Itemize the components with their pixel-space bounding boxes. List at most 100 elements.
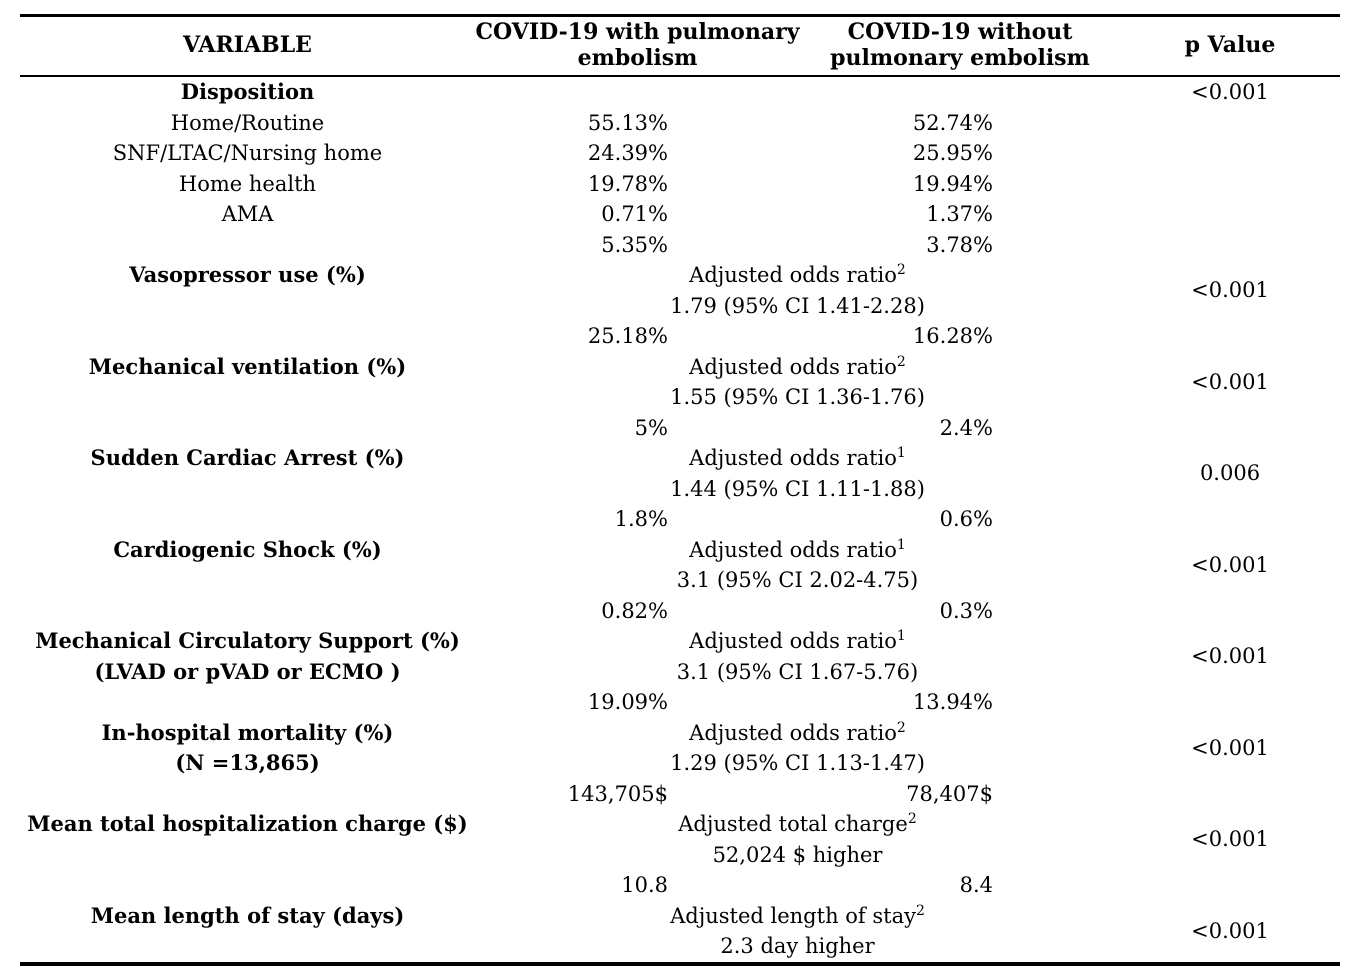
p-value-cell xyxy=(1120,169,1340,200)
value-without-pe-cell: 78,407$ xyxy=(906,781,993,806)
footnote-superscript: 1 xyxy=(896,536,906,553)
table-row: 5.35% 3.78% xyxy=(20,230,1340,261)
table-row: Vasopressor use (%) Adjusted odds ratio2 <… xyxy=(20,260,1340,302)
variable-label: Vasopressor use (%) xyxy=(129,262,366,287)
variable-cell: Cardiogenic Shock (%) xyxy=(20,535,475,596)
value-with-pe-cell: 19.78% xyxy=(587,171,668,196)
value-without-pe-cell: 19.94% xyxy=(912,171,993,196)
value-with-pe-cell xyxy=(475,76,800,108)
p-value-cell xyxy=(1120,199,1340,230)
header-line: pulmonary embolism xyxy=(830,45,1090,71)
adjusted-estimate-label: Adjusted length of stay xyxy=(670,903,916,928)
adjusted-estimate-cell: Adjusted odds ratio1 xyxy=(475,626,1120,657)
variable-cell: Mechanical ventilation (%) xyxy=(20,352,475,413)
footnote-superscript: 1 xyxy=(896,628,906,644)
value-with-pe-cell: 25.18% xyxy=(587,324,668,348)
table-row: AMA 0.71% 1.37% xyxy=(20,199,1340,230)
value-with-pe-cell: 0.71% xyxy=(601,202,668,226)
adjusted-ci-cell: 1.29 (95% CI 1.13-1.47) xyxy=(670,751,925,775)
table-row: 1.44 (95% CI 1.11-1.88) xyxy=(20,474,1340,505)
table-row: 25.18% 16.28% xyxy=(20,321,1340,352)
table-row: Mean length of stay (days) Adjusted lengt… xyxy=(20,901,1340,943)
value-without-pe-cell: 0.6% xyxy=(939,507,993,531)
adjusted-ci-cell: 1.44 (95% CI 1.11-1.88) xyxy=(670,476,925,501)
table-row: 1.29 (95% CI 1.13-1.47) xyxy=(20,748,1340,779)
column-header-without-pe: COVID-19 without pulmonary embolism xyxy=(800,15,1120,77)
value-without-pe-cell: 25.95% xyxy=(912,141,993,165)
table-row: 5% 2.4% xyxy=(20,413,1340,444)
variable-cell xyxy=(20,230,475,261)
variable-cell: Mechanical Circulatory Support (%) (LVAD … xyxy=(20,626,475,687)
variable-cell: Home/Routine xyxy=(170,110,325,135)
value-without-pe-cell: 52.74% xyxy=(912,110,993,135)
adjusted-estimate-cell: Adjusted odds ratio1 xyxy=(475,443,1120,474)
value-without-pe-cell: 0.3% xyxy=(939,598,993,623)
value-with-pe-cell: 143,705$ xyxy=(567,781,668,806)
value-with-pe-cell: 10.8 xyxy=(621,873,668,897)
value-with-pe-cell: 5% xyxy=(634,415,668,440)
p-value-cell xyxy=(1120,687,1340,718)
variable-cell: AMA xyxy=(221,202,274,226)
value-without-pe-cell: 2.4% xyxy=(939,415,993,440)
footnote-superscript: 2 xyxy=(915,902,925,919)
table-row: 19.09% 13.94% xyxy=(20,687,1340,718)
variable-cell: Mean length of stay (days) xyxy=(20,901,475,964)
p-value-cell xyxy=(1120,870,1340,901)
p-value-cell: 0.006 xyxy=(1199,461,1261,486)
variable-label: In-hospital mortality (%) xyxy=(101,719,394,745)
variable-cell: Home health xyxy=(178,171,317,196)
adjusted-estimate-cell: Adjusted odds ratio2 xyxy=(475,718,1120,749)
adjusted-estimate-label: Adjusted odds ratio xyxy=(689,446,897,470)
p-value-cell xyxy=(1120,779,1340,810)
adjusted-estimate-label: Adjusted odds ratio xyxy=(689,720,897,745)
footnote-superscript: 2 xyxy=(896,353,906,370)
adjusted-ci-cell: 3.1 (95% CI 1.67-5.76) xyxy=(676,659,919,684)
table-row: Cardiogenic Shock (%) Adjusted odds ratio… xyxy=(20,535,1340,577)
p-value-cell xyxy=(1120,108,1340,139)
adjusted-estimate-label: Adjusted odds ratio xyxy=(689,354,897,379)
table-row: In-hospital mortality (%) (N =13,865) Adju… xyxy=(20,718,1340,776)
adjusted-ci-cell: 52,024 $ higher xyxy=(712,842,883,867)
value-without-pe-cell: 16.28% xyxy=(912,324,993,348)
p-value-cell: <0.001 xyxy=(1191,827,1269,852)
table-row: Mean total hospitalization charge ($) Adj… xyxy=(20,809,1340,851)
variable-cell: Mean total hospitalization charge ($) xyxy=(20,809,475,870)
column-header-with-pe: COVID-19 with pulmonary embolism xyxy=(475,15,800,77)
table-row: 143,705$ 78,407$ xyxy=(20,779,1340,810)
footnote-superscript: 2 xyxy=(907,811,917,827)
variable-cell: SNF/LTAC/Nursing home xyxy=(112,141,383,165)
p-value-cell xyxy=(1120,138,1340,169)
column-header-variable: VARIABLE xyxy=(20,15,475,77)
value-without-pe-cell: 3.78% xyxy=(926,232,993,257)
table-row: Sudden Cardiac Arrest (%) Adjusted odds r… xyxy=(20,443,1340,485)
value-with-pe-cell: 55.13% xyxy=(587,110,668,135)
variable-cell xyxy=(20,596,475,627)
adjusted-ci-cell: 1.79 (95% CI 1.41-2.28) xyxy=(670,293,925,318)
adjusted-estimate-label: Adjusted odds ratio xyxy=(689,629,897,653)
outcomes-table: VARIABLE COVID-19 with pulmonary embolis… xyxy=(20,14,1340,966)
value-without-pe-cell xyxy=(800,76,1120,108)
variable-label: Mechanical Circulatory Support (%) xyxy=(35,628,460,653)
variable-cell xyxy=(20,779,475,810)
p-value-cell xyxy=(1120,504,1340,535)
table-row: Home health 19.78% 19.94% xyxy=(20,169,1340,200)
variable-label: Mean total hospitalization charge ($) xyxy=(27,811,468,836)
p-value-cell: <0.001 xyxy=(1191,369,1269,394)
p-value-cell: <0.001 xyxy=(1191,278,1269,303)
header-line: embolism xyxy=(577,45,698,71)
variable-label-line2: (LVAD or pVAD or ECMO ) xyxy=(94,658,401,684)
table-row: 1.55 (95% CI 1.36-1.76) xyxy=(20,382,1340,413)
table-header: VARIABLE COVID-19 with pulmonary embolis… xyxy=(20,15,1340,77)
adjusted-ci-cell: 2.3 day higher xyxy=(720,934,875,958)
footnote-superscript: 1 xyxy=(896,445,906,461)
adjusted-ci-cell: 1.55 (95% CI 1.36-1.76) xyxy=(670,385,925,409)
value-with-pe-cell: 1.8% xyxy=(614,507,668,531)
p-value-cell: <0.001 xyxy=(1191,735,1269,760)
adjusted-estimate-cell: Adjusted odds ratio1 xyxy=(475,535,1120,566)
variable-label: Mechanical ventilation (%) xyxy=(88,353,407,379)
table-row: Mechanical ventilation (%) Adjusted odds … xyxy=(20,352,1340,394)
p-value-cell: <0.001 xyxy=(1191,644,1269,669)
header-line: COVID-19 with pulmonary xyxy=(475,19,800,45)
table-row: 10.8 8.4 xyxy=(20,870,1340,901)
column-header-p-value: p Value xyxy=(1120,15,1340,77)
